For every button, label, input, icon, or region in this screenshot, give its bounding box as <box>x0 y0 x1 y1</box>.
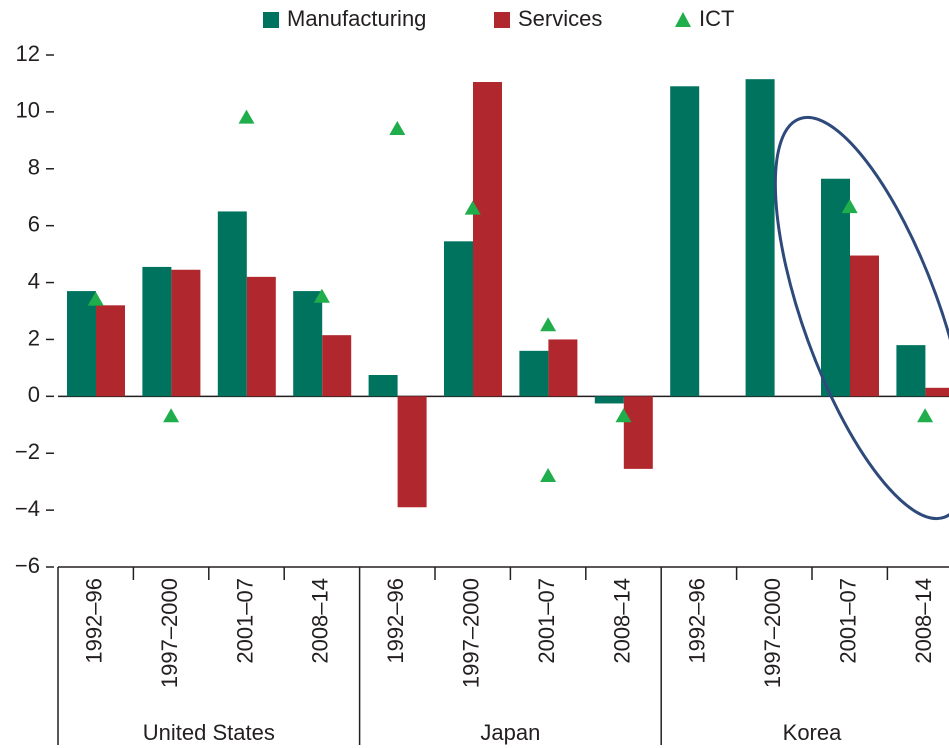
x-tick-label: 1992–96 <box>685 578 710 664</box>
y-tick-label: 12 <box>16 41 40 66</box>
x-tick-label: 2008–14 <box>308 578 333 664</box>
y-tick-label: −2 <box>15 439 40 464</box>
legend-label: ICT <box>699 6 734 31</box>
y-tick-label: −6 <box>15 553 40 578</box>
legend-swatch <box>263 12 279 28</box>
bar <box>368 375 398 397</box>
bar <box>670 86 700 397</box>
x-tick-label: 2001–07 <box>836 578 861 664</box>
bar <box>217 211 247 397</box>
bar <box>246 276 276 397</box>
ict-marker <box>238 109 255 124</box>
bar <box>397 396 427 508</box>
legend-label: Manufacturing <box>287 6 426 31</box>
x-tick-label: 1997–2000 <box>459 578 484 688</box>
group-label: Korea <box>783 720 842 745</box>
ict-marker <box>540 467 557 482</box>
bar <box>548 339 578 397</box>
ict-marker <box>313 288 330 303</box>
bar <box>322 335 352 397</box>
ict-marker <box>540 317 557 332</box>
x-tick-label: 2008–14 <box>911 578 936 664</box>
bar <box>473 82 502 397</box>
y-tick-label: 10 <box>16 98 40 123</box>
bar <box>171 269 201 397</box>
bar <box>519 350 549 397</box>
x-tick-label: 2008–14 <box>609 578 634 664</box>
ict-marker <box>87 291 104 306</box>
ict-marker <box>917 408 934 423</box>
y-tick-label: −4 <box>15 496 40 521</box>
ict-marker <box>389 120 406 135</box>
bar <box>142 266 172 397</box>
bar <box>623 396 653 469</box>
bar <box>925 387 949 397</box>
ict-marker <box>163 408 180 423</box>
ict-marker <box>615 408 632 423</box>
y-tick-label: 2 <box>28 325 40 350</box>
bar <box>67 291 96 397</box>
bar <box>594 396 624 404</box>
group-label: Japan <box>480 720 540 745</box>
x-tick-label: 2001–07 <box>232 578 257 664</box>
bar <box>896 345 926 397</box>
x-tick-label: 1997–2000 <box>760 578 785 688</box>
bar <box>850 255 879 397</box>
y-tick-label: 8 <box>28 155 40 180</box>
ict-marker <box>464 200 481 215</box>
y-tick-label: 4 <box>28 268 40 293</box>
bar <box>821 178 850 397</box>
x-tick-label: 2001–07 <box>534 578 559 664</box>
y-tick-label: 6 <box>28 211 40 236</box>
group-label: United States <box>143 720 275 745</box>
legend-swatch <box>675 12 691 27</box>
x-tick-label: 1992–96 <box>383 578 408 664</box>
bar <box>745 79 775 397</box>
x-tick-label: 1997–2000 <box>157 578 182 688</box>
bar <box>293 291 323 397</box>
y-tick-label: 0 <box>28 382 40 407</box>
legend-label: Services <box>518 6 602 31</box>
x-tick-label: 1992–96 <box>82 578 107 664</box>
bar <box>96 305 125 397</box>
ict-marker <box>841 199 858 214</box>
annotation-ellipse <box>773 115 949 521</box>
bar <box>444 241 473 397</box>
legend-swatch <box>494 12 510 28</box>
